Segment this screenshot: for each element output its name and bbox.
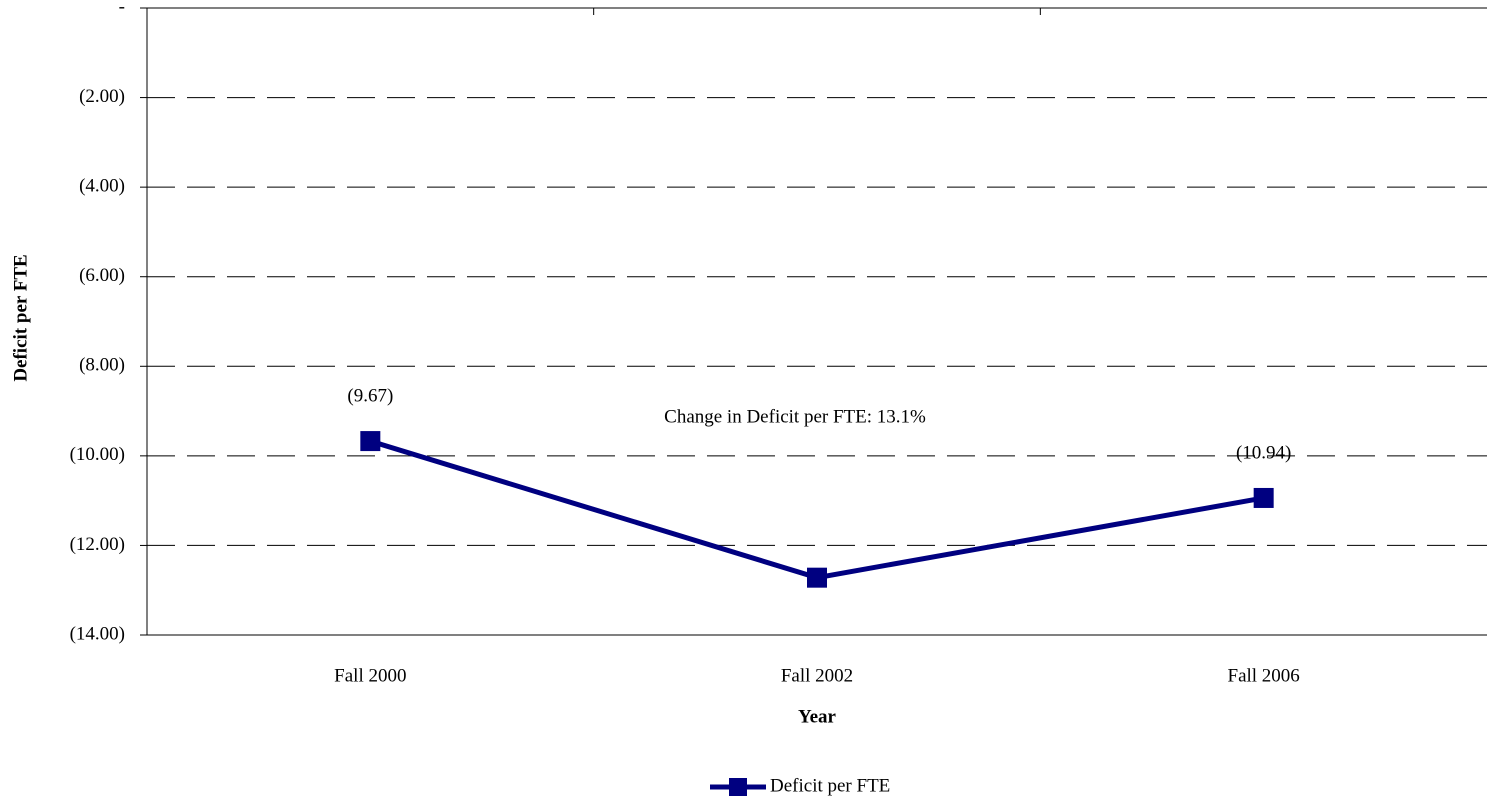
y-tick-label: (2.00) (79, 86, 125, 107)
x-tick-label: Fall 2006 (1228, 665, 1300, 686)
y-tick-label: (8.00) (79, 355, 125, 376)
y-axis-label: Deficit per FTE (10, 254, 31, 381)
marker (1253, 487, 1274, 508)
legend-label: Deficit per FTE (770, 775, 890, 796)
marker (360, 431, 381, 452)
marker (807, 567, 827, 588)
legend-marker (729, 778, 747, 796)
y-tick-label: (10.00) (70, 444, 125, 465)
series-line (369, 438, 1265, 581)
y-tick-label: (14.00) (70, 623, 125, 644)
y-tick-label: (6.00) (79, 265, 125, 286)
y-tick-label: (4.00) (79, 176, 125, 197)
y-tick-label: (12.00) (70, 534, 125, 555)
data-label: (9.67) (347, 385, 393, 406)
x-axis-label: Year (798, 706, 837, 727)
y-tick-label: - (119, 0, 125, 17)
x-tick-label: Fall 2000 (334, 665, 406, 686)
annotation: Change in Deficit per FTE: 13.1% (664, 406, 926, 427)
data-label: (10.94) (1236, 442, 1291, 463)
x-tick-label: Fall 2002 (781, 665, 853, 686)
